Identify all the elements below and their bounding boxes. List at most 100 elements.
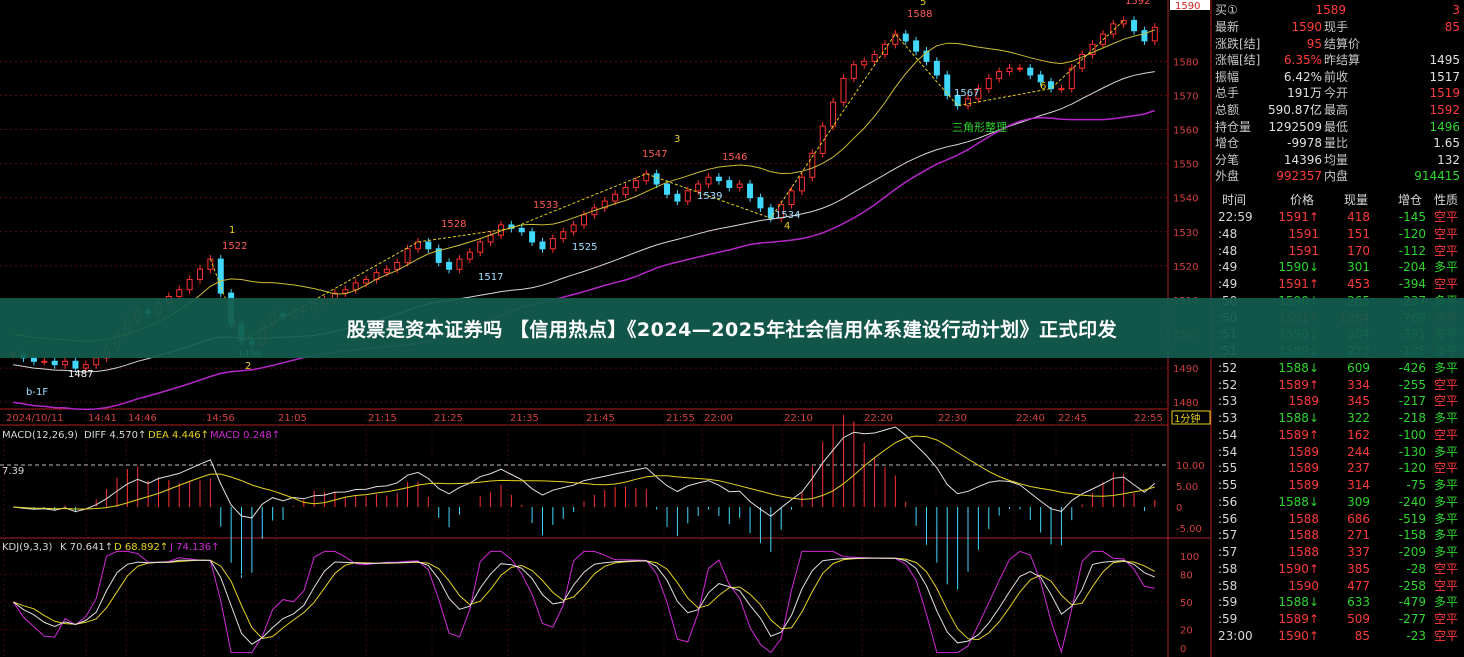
- quote-label: 量比: [1324, 136, 1349, 151]
- chart-annotation: 1592: [1125, 0, 1150, 7]
- time-axis-tick: 21:15: [368, 413, 397, 424]
- tick-nature: 多平: [1433, 595, 1458, 610]
- tick-time: :53: [1218, 394, 1238, 409]
- news-banner-text[interactable]: 股票是资本证券吗 【信用热点】《2024—2025年社会信用体系建设行动计划》正…: [346, 318, 1118, 341]
- tick-price: 1588↓: [1278, 494, 1319, 509]
- candle: [612, 193, 619, 202]
- tick-nature: 空平: [1433, 394, 1458, 409]
- candle: [622, 186, 629, 195]
- tick-volume: 237: [1347, 461, 1370, 476]
- tick-volume: 151: [1347, 226, 1370, 241]
- tick-time: :57: [1218, 528, 1238, 543]
- tick-nature: 空平: [1433, 243, 1458, 258]
- candle: [1079, 54, 1086, 69]
- quote-value: 1517: [1429, 69, 1460, 84]
- tick-nature: 多平: [1433, 478, 1458, 492]
- macd-axis-tick: 10.00: [1176, 461, 1205, 472]
- tick-header-volume: 现量: [1343, 193, 1368, 207]
- tick-time: :53: [1218, 411, 1238, 425]
- quote-label: 结算价: [1324, 36, 1361, 51]
- tick-oi-change: -218: [1398, 411, 1426, 425]
- candle: [726, 180, 733, 188]
- tick-price: 1591: [1288, 243, 1319, 258]
- quote-value: 6.35%: [1283, 53, 1322, 68]
- chart-annotation: 1547: [642, 149, 667, 160]
- tick-volume: 385: [1347, 561, 1370, 576]
- quote-label: 现手: [1324, 20, 1349, 34]
- buy-price: 1589: [1315, 3, 1346, 17]
- tick-row: :59 1589↑ 509 -277 空平: [1212, 611, 1464, 627]
- quote-value: 191万: [1287, 86, 1322, 101]
- candle: [757, 197, 764, 209]
- time-axis-tick: 22:20: [864, 413, 893, 424]
- candle: [747, 183, 754, 199]
- time-axis-tick: 21:55: [666, 413, 695, 424]
- tick-nature: 多平: [1433, 511, 1458, 526]
- tick-time: :48: [1218, 243, 1238, 258]
- macd-name: MACD(12,26,9): [2, 430, 78, 441]
- tick-oi-change: -240: [1398, 494, 1426, 509]
- tick-volume: 453: [1347, 277, 1370, 291]
- chart-annotation: 三角形整理: [952, 120, 1007, 134]
- tick-price: 1589↑: [1278, 377, 1319, 392]
- tick-price: 1589: [1288, 478, 1319, 492]
- candle: [176, 289, 183, 298]
- news-banner[interactable]: 股票是资本证券吗 【信用热点】《2024—2025年社会信用体系建设行动计划》正…: [0, 298, 1464, 358]
- tick-time: :52: [1218, 377, 1238, 392]
- candle: [1151, 26, 1158, 42]
- candle: [217, 258, 224, 294]
- tick-time: :48: [1218, 226, 1238, 241]
- chart-annotation: 1: [229, 225, 235, 236]
- candle: [830, 101, 837, 127]
- wave-zigzag-line: [209, 20, 1125, 342]
- macd-level: 7.39: [2, 466, 24, 477]
- chart-annotation: 1546: [722, 152, 747, 163]
- tick-time: :56: [1218, 511, 1238, 526]
- chart-annotation: b-1F: [26, 387, 48, 398]
- chart-annotation: 1487: [68, 369, 93, 380]
- candle: [529, 231, 536, 243]
- tick-time: :58: [1218, 561, 1238, 576]
- tick-nature: 多平: [1433, 260, 1458, 275]
- tick-nature: 空平: [1433, 427, 1458, 442]
- time-axis-tick: 14:41: [88, 413, 117, 424]
- candle: [684, 190, 691, 202]
- candle: [601, 200, 608, 209]
- last-price-tag: [1170, 0, 1210, 10]
- tick-price: 1588: [1288, 511, 1319, 526]
- time-axis-tick: 21:25: [434, 413, 463, 424]
- quote-row: 振幅 6.42% 前收 1517: [1212, 70, 1464, 85]
- quote-label: 内盘: [1324, 169, 1349, 184]
- tick-volume: 301: [1347, 260, 1370, 275]
- tick-oi-change: -145: [1398, 210, 1426, 224]
- tick-nature: 多平: [1433, 494, 1458, 509]
- candle: [1006, 67, 1013, 73]
- interval-selector[interactable]: [1171, 410, 1211, 425]
- candle: [539, 241, 546, 250]
- chart-annotation: 4: [784, 221, 790, 232]
- candle: [819, 125, 826, 154]
- tick-row: :56 1588 686 -519 多平: [1212, 511, 1464, 527]
- candle: [674, 193, 681, 202]
- candle: [1068, 67, 1075, 90]
- price-axis-tick: 1540: [1173, 194, 1198, 205]
- price-axis-tick: 1520: [1173, 262, 1198, 273]
- candle: [778, 204, 785, 219]
- tick-time: :49: [1218, 260, 1238, 275]
- kdj-j: J 74.136↑: [169, 542, 220, 553]
- candle: [695, 183, 702, 192]
- time-axis-tick: 22:00: [704, 413, 733, 424]
- candle: [944, 74, 951, 96]
- price-axis-tick: 1550: [1173, 160, 1198, 171]
- tick-oi-change: -277: [1398, 612, 1426, 626]
- macd-axis-tick: 0: [1176, 503, 1182, 514]
- chart-annotation: 1525: [572, 242, 597, 253]
- tick-volume: 322: [1347, 411, 1370, 425]
- tick-nature: 空平: [1433, 461, 1458, 476]
- tick-header: 时间 价格 现量 增仓 性质: [1212, 192, 1464, 208]
- kdj-name: KDJ(9,3,3): [2, 542, 53, 553]
- tick-oi-change: -120: [1398, 461, 1426, 476]
- tick-oi-change: -394: [1398, 277, 1426, 291]
- tick-price: 1589: [1288, 394, 1319, 409]
